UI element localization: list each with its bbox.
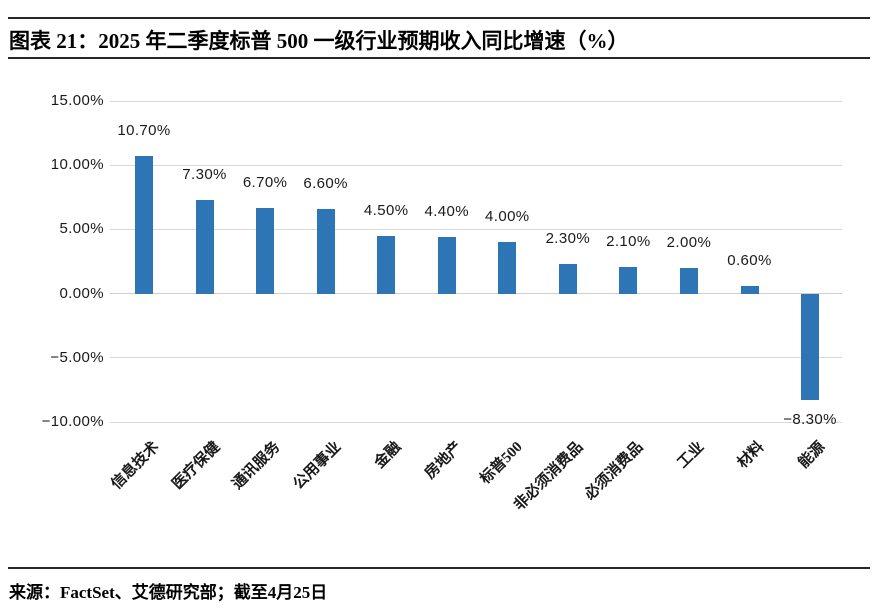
- bar-value-label: 4.00%: [485, 208, 530, 226]
- bar-value-label: 10.70%: [117, 122, 171, 140]
- bar-value-label: 6.60%: [303, 174, 348, 192]
- bar-chart: 15.00% 10.00% 5.00% 0.00% −5.00% −10.00% 10.70…: [41, 92, 842, 514]
- bar-value-label: 2.10%: [606, 232, 651, 250]
- bar: [498, 242, 517, 294]
- bar: [801, 293, 820, 401]
- bar: [256, 207, 275, 294]
- x-category-label: 房地产: [421, 439, 466, 483]
- y-axis-tick-label: −5.00%: [50, 348, 104, 366]
- bar: [679, 267, 698, 294]
- bar-value-label: 2.00%: [666, 233, 712, 251]
- footer-rule: [8, 567, 870, 569]
- gridline: [110, 293, 842, 295]
- bar-value-label: 4.50%: [363, 201, 409, 219]
- bar-value-label: 4.40%: [424, 203, 470, 221]
- x-category-label: 工业: [674, 439, 708, 472]
- bar-value-label: 0.60%: [727, 251, 772, 269]
- bar-value-label: 7.30%: [182, 165, 227, 183]
- bar: [740, 285, 759, 294]
- title-rule: [8, 57, 870, 59]
- x-category-label: 必须消费品: [582, 439, 647, 504]
- x-category-label: 能源: [795, 439, 829, 472]
- y-axis-tick-label: 10.00%: [50, 156, 104, 174]
- chart-title: 图表 21：2025 年二季度标普 500 一级行业预期收入同比增速（%）: [9, 29, 629, 53]
- bar-value-label: 2.30%: [545, 230, 591, 248]
- bar-value-label: −8.30%: [783, 411, 837, 429]
- bar: [316, 208, 335, 294]
- y-axis-tick-label: 5.00%: [59, 220, 104, 238]
- y-axis-tick-label: −10.00%: [41, 413, 104, 430]
- bar: [135, 156, 153, 294]
- x-category-label: 通讯服务: [229, 439, 284, 493]
- gridline: [110, 421, 842, 423]
- gridline: [110, 228, 842, 230]
- x-category-label: 材料: [735, 439, 768, 472]
- source-note: 来源：FactSet、艾德研究部；截至4月25日: [9, 583, 328, 602]
- x-category-label: 金融: [371, 439, 405, 472]
- gridline: [110, 164, 842, 166]
- bar: [558, 264, 577, 294]
- x-category-label: 标普500: [477, 439, 526, 488]
- bar: [619, 266, 638, 294]
- gridline: [110, 100, 842, 102]
- x-category-label: 公用事业: [290, 439, 344, 493]
- x-category-label: 信息技术: [108, 439, 163, 493]
- bar: [377, 235, 396, 294]
- top-rule: [8, 17, 870, 19]
- x-category-label: 医疗保健: [169, 439, 223, 493]
- bar: [437, 237, 456, 294]
- bar-value-label: 6.70%: [242, 173, 288, 191]
- y-axis-tick-label: 15.00%: [50, 92, 104, 109]
- gridline: [110, 357, 842, 359]
- bar: [195, 199, 214, 294]
- y-axis-tick-label: 0.00%: [59, 284, 104, 302]
